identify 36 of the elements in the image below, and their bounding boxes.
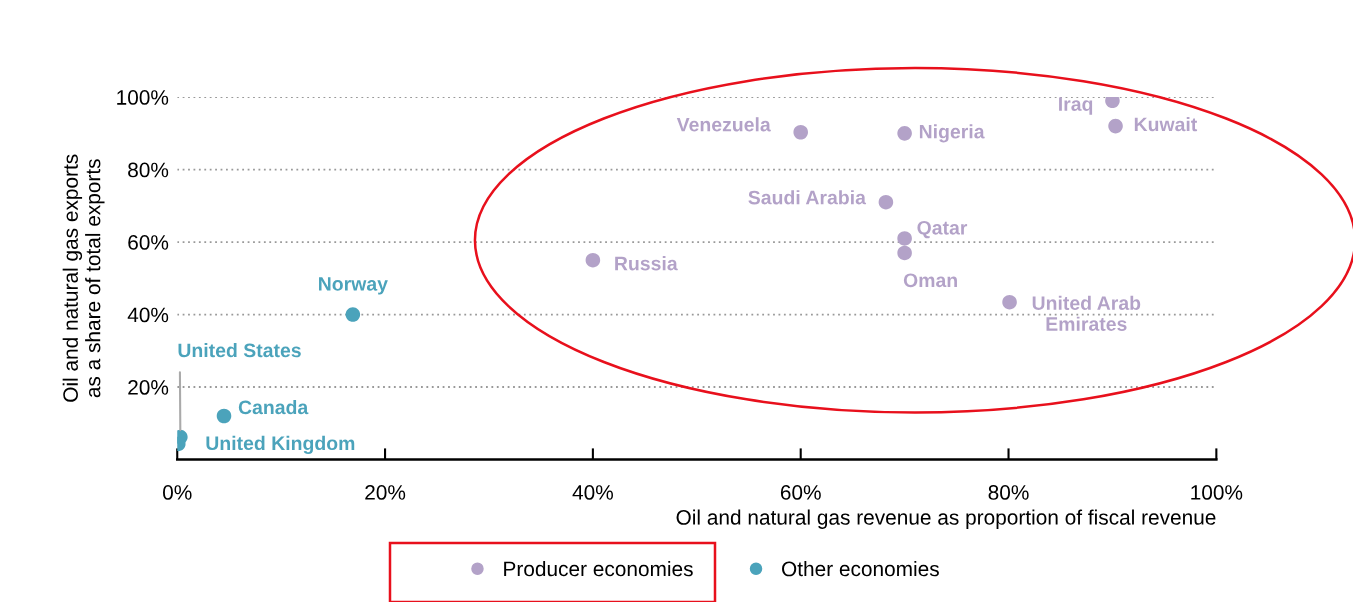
y-tick-label: 20% [128, 380, 169, 395]
annotation: United States [178, 342, 301, 358]
annotation: Canada [238, 399, 309, 415]
annotation: Oman [903, 273, 957, 288]
x-tick-label: 20% [365, 485, 406, 500]
annotation: Venezuela [676, 117, 771, 132]
point [793, 124, 808, 140]
legend-label: Other economies [782, 560, 939, 577]
y-tick-label: 40% [127, 307, 169, 323]
y-tick-label: 80% [128, 162, 169, 178]
x-tick-label: 0% [163, 485, 192, 500]
annotation: United Kingdom [206, 435, 355, 455]
x-tick-label: 100% [1191, 485, 1243, 500]
point [1002, 294, 1017, 310]
annotation: Kuwait [1134, 117, 1198, 132]
annotation: Nigeria [919, 124, 985, 143]
annotation: Qatar [917, 220, 968, 239]
point [878, 194, 894, 210]
x-axis-title: Oil and natural gas revenue as proportion of fiscal revenue [676, 509, 1216, 529]
annotation: Norway [319, 277, 388, 295]
y-tick-label: 60% [128, 235, 169, 250]
y-tick-label: 100% [117, 90, 169, 105]
y-axis-title: Oil and natural gas exports as a share of total exports [62, 154, 105, 402]
point [897, 245, 912, 261]
annotation: Saudi Arabia [748, 190, 867, 205]
x-tick-label: 60% [780, 485, 821, 500]
x-tick-label: 40% [572, 485, 613, 500]
annotation: Iraq [1059, 97, 1093, 115]
point [585, 252, 601, 268]
point [897, 231, 912, 246]
annotation: United Arab Emirates [1032, 295, 1141, 331]
x-tick-label: 80% [988, 485, 1029, 500]
point [897, 126, 912, 141]
annotation: Russia [615, 256, 678, 271]
legend-label: Producer economies [504, 560, 693, 577]
point [1108, 118, 1123, 134]
